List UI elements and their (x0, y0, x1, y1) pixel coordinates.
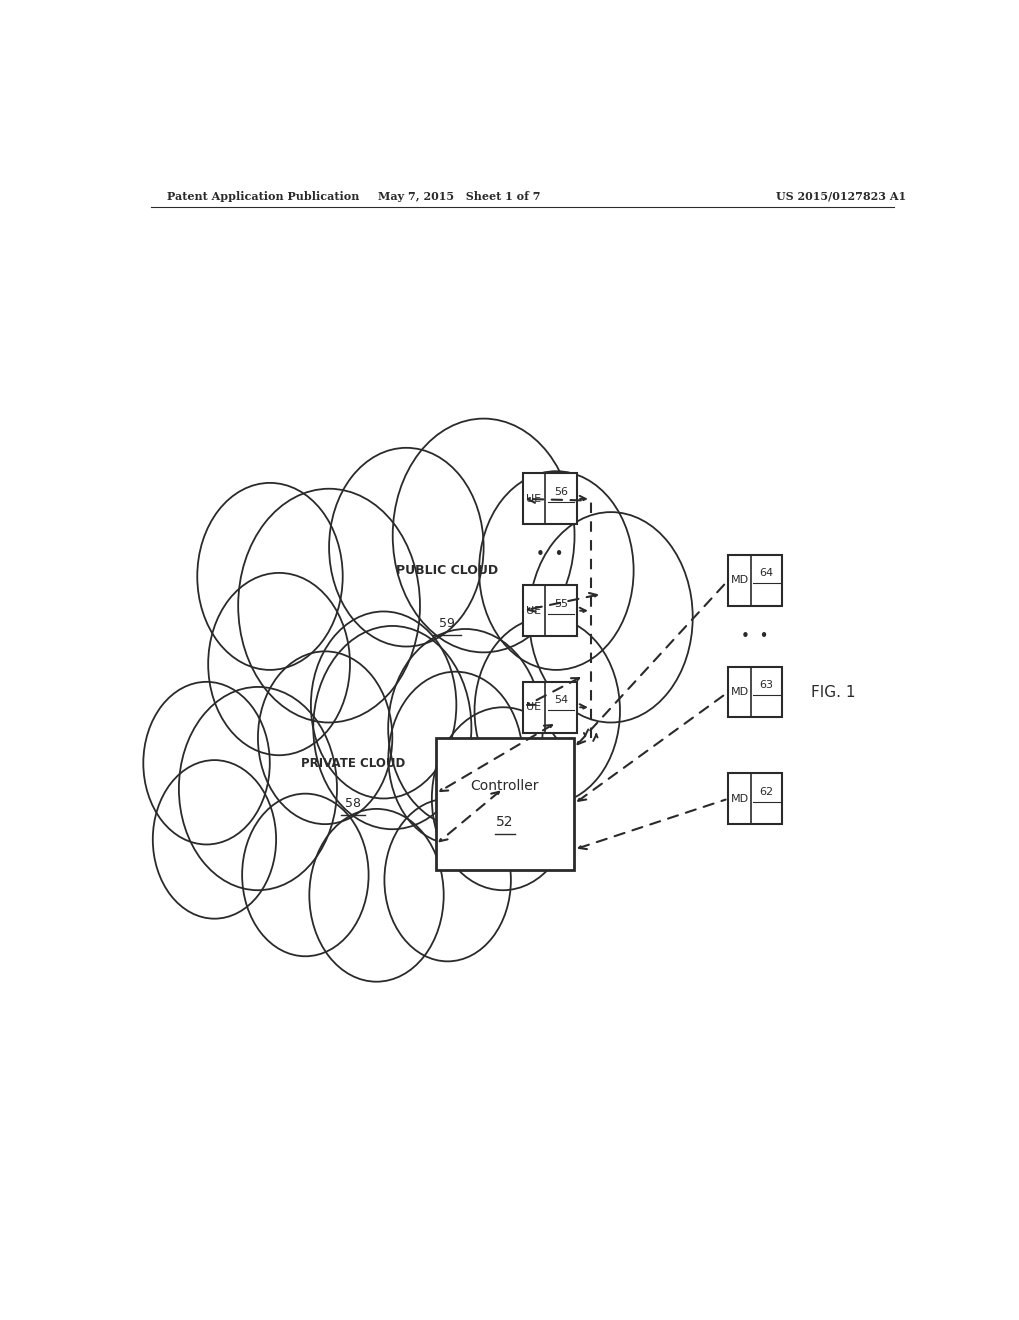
Circle shape (208, 573, 350, 755)
Text: 64: 64 (758, 568, 772, 578)
Bar (522, 682, 576, 733)
Bar (435, 738, 574, 870)
Circle shape (388, 630, 542, 828)
Text: PRIVATE CLOUD: PRIVATE CLOUD (301, 756, 405, 770)
Text: Patent Application Publication: Patent Application Publication (167, 190, 359, 202)
Text: US 2015/0127823 A1: US 2015/0127823 A1 (775, 190, 905, 202)
Text: 56: 56 (553, 487, 568, 496)
Circle shape (242, 793, 368, 956)
Text: UE: UE (526, 702, 541, 713)
Text: MD: MD (730, 793, 748, 804)
Circle shape (529, 512, 692, 722)
Text: 58: 58 (344, 797, 361, 810)
Bar (522, 474, 576, 524)
Text: UE: UE (526, 494, 541, 504)
Bar (522, 585, 576, 636)
Circle shape (329, 447, 483, 647)
Text: 59: 59 (439, 616, 454, 630)
Text: •  •: • • (741, 628, 768, 644)
Circle shape (388, 672, 523, 845)
Circle shape (258, 651, 392, 824)
Text: 63: 63 (759, 680, 772, 690)
Circle shape (178, 686, 336, 890)
Text: •  •: • • (535, 548, 562, 562)
Circle shape (431, 708, 574, 890)
Text: PUBLIC CLOUD: PUBLIC CLOUD (395, 564, 498, 577)
Circle shape (384, 799, 511, 961)
Circle shape (313, 626, 471, 829)
Circle shape (479, 471, 633, 671)
Circle shape (392, 418, 574, 652)
Circle shape (311, 611, 455, 799)
Circle shape (153, 760, 276, 919)
Text: 52: 52 (495, 816, 514, 829)
Text: MD: MD (730, 576, 748, 585)
Text: 55: 55 (553, 598, 568, 609)
Text: FIG. 1: FIG. 1 (810, 685, 855, 700)
Circle shape (197, 483, 342, 671)
Text: Controller: Controller (470, 779, 539, 792)
Text: May 7, 2015   Sheet 1 of 7: May 7, 2015 Sheet 1 of 7 (378, 190, 540, 202)
Circle shape (474, 618, 620, 804)
Text: MD: MD (730, 686, 748, 697)
Text: UE: UE (526, 606, 541, 615)
Bar (728, 774, 782, 824)
Bar (728, 667, 782, 718)
Bar (728, 554, 782, 606)
Text: 62: 62 (758, 787, 772, 796)
Circle shape (238, 488, 420, 722)
Circle shape (143, 682, 269, 845)
Text: 54: 54 (553, 696, 568, 705)
Circle shape (309, 809, 443, 982)
